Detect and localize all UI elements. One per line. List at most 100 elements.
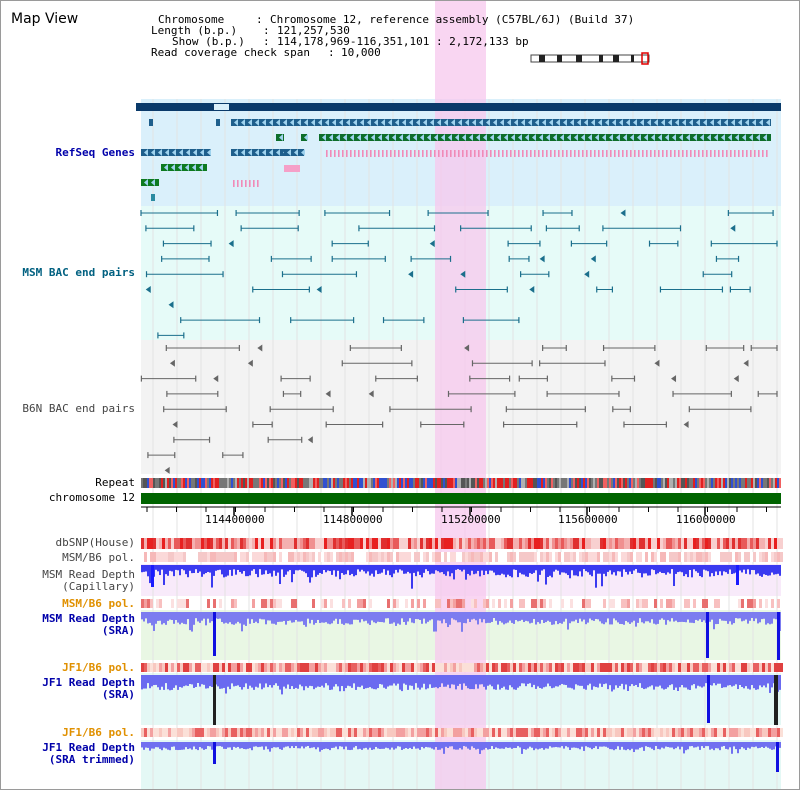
track-label-msm-read-sra[interactable]: MSM Read Depth (SRA) bbox=[42, 612, 135, 637]
refseq-exon-mark bbox=[666, 150, 668, 157]
msm-sra-depth bbox=[631, 612, 633, 623]
msm-capillary-depth bbox=[281, 565, 283, 570]
jf1-sra-depth bbox=[621, 675, 623, 684]
jf1-sra-depth bbox=[345, 675, 347, 689]
refseq-strand-arrow bbox=[651, 134, 655, 141]
msm-capillary-depth bbox=[553, 565, 555, 572]
track-label-b6n-bac[interactable]: B6N BAC end pairs bbox=[22, 402, 135, 415]
msm-b6-pol-cell bbox=[684, 552, 687, 562]
repeat-element bbox=[413, 478, 415, 488]
jf1-sra-depth bbox=[455, 675, 457, 690]
repeat-element bbox=[745, 478, 747, 488]
track-label-jf1-b6-pol-1[interactable]: JF1/B6 pol. bbox=[62, 661, 135, 674]
jf1-b6-pol2-cell bbox=[165, 728, 168, 737]
repeat-element bbox=[273, 478, 275, 488]
refseq-strand-arrow bbox=[165, 149, 169, 156]
msm-capillary-depth bbox=[219, 565, 221, 570]
track-label-dbsnp[interactable]: dbSNP(House) bbox=[55, 536, 135, 549]
dbsnp-cell bbox=[759, 538, 762, 549]
repeat-element bbox=[739, 478, 741, 488]
jf1-sra-depth bbox=[171, 675, 173, 690]
msm-b6-pol-cell bbox=[363, 552, 366, 562]
jf1-sra-depth bbox=[161, 675, 163, 687]
track-label-refseq-genes[interactable]: RefSeq Genes bbox=[55, 146, 135, 159]
msm-sra-depth bbox=[493, 612, 495, 619]
jf1-sra-depth bbox=[445, 675, 447, 687]
track-label-jf1-read-sra[interactable]: JF1 Read Depth (SRA) bbox=[42, 676, 135, 701]
jf1-sra-depth-spike bbox=[774, 675, 778, 725]
refseq-strand-arrow bbox=[329, 134, 333, 141]
repeat-element bbox=[581, 478, 583, 488]
repeat-element bbox=[207, 478, 209, 488]
jf1-b6-pol2-cell bbox=[525, 728, 528, 737]
jf1-sra-depth bbox=[287, 675, 289, 685]
dbsnp-cell bbox=[189, 538, 192, 549]
jf1-sra-depth bbox=[201, 675, 203, 685]
repeat-element bbox=[345, 478, 347, 488]
track-label-msm-b6-pol-2[interactable]: MSM/B6 pol. bbox=[62, 597, 135, 610]
jf1-trim-depth bbox=[469, 742, 471, 750]
msm-sra-depth bbox=[595, 612, 597, 619]
dbsnp-cell bbox=[375, 538, 378, 549]
msm-sra-depth bbox=[481, 612, 483, 623]
jf1-trim-depth-spike bbox=[213, 742, 216, 764]
jf1-trim-depth bbox=[581, 742, 583, 747]
jf1-b6-pol2-cell bbox=[570, 728, 573, 737]
dbsnp-cell bbox=[357, 538, 360, 549]
repeat-element bbox=[577, 478, 579, 488]
msm-b6-pol2-cell bbox=[705, 599, 708, 608]
track-label-jf1-b6-pol-2[interactable]: JF1/B6 pol. bbox=[62, 726, 135, 739]
jf1-trim-depth bbox=[741, 742, 743, 748]
msm-sra-depth bbox=[157, 612, 159, 621]
jf1-b6-pol-cell bbox=[192, 663, 195, 672]
msm-b6-pol2-cell bbox=[387, 599, 390, 608]
jf1-b6-pol-cell bbox=[399, 663, 402, 672]
jf1-b6-pol2-cell bbox=[288, 728, 291, 737]
refseq-strand-arrow bbox=[385, 134, 389, 141]
repeat-element bbox=[547, 478, 549, 488]
refseq-strand-arrow bbox=[553, 134, 557, 141]
jf1-sra-depth bbox=[525, 675, 527, 687]
msm-capillary-depth bbox=[529, 565, 531, 574]
jf1-trim-depth bbox=[499, 742, 501, 749]
msm-b6-pol2-cell bbox=[717, 599, 720, 608]
track-label-jf1-read-trimmed[interactable]: JF1 Read Depth (SRA trimmed) bbox=[42, 741, 135, 766]
msm-sra-depth bbox=[659, 612, 661, 620]
msm-sra-depth bbox=[291, 612, 293, 623]
jf1-trim-depth bbox=[671, 742, 673, 748]
track-label-repeat[interactable]: Repeat bbox=[95, 476, 135, 489]
msm-b6-pol-cell bbox=[435, 552, 438, 562]
repeat-element bbox=[341, 478, 343, 488]
track-label-msm-b6-pol-1[interactable]: MSM/B6 pol. bbox=[62, 551, 135, 564]
jf1-sra-depth bbox=[477, 675, 479, 689]
refseq-exon-mark bbox=[350, 150, 352, 157]
dbsnp-cell bbox=[198, 538, 201, 549]
msm-sra-depth bbox=[351, 612, 353, 625]
jf1-b6-pol-cell bbox=[186, 663, 189, 672]
jf1-b6-pol-cell bbox=[486, 663, 489, 672]
msm-b6-pol-cell bbox=[582, 552, 585, 562]
msm-sra-depth bbox=[399, 612, 401, 625]
refseq-strand-arrow bbox=[724, 119, 728, 126]
msm-sra-depth bbox=[321, 612, 323, 623]
refseq-strand-arrow bbox=[584, 119, 588, 126]
msm-sra-depth bbox=[389, 612, 391, 624]
msm-capillary-depth bbox=[339, 565, 341, 580]
track-label-msm-read-capillary[interactable]: MSM Read Depth (Capillary) bbox=[42, 568, 135, 593]
dbsnp-cell bbox=[555, 538, 558, 549]
jf1-b6-pol-cell bbox=[285, 663, 288, 672]
refseq-strand-arrow bbox=[756, 134, 760, 141]
refseq-exon-mark bbox=[378, 150, 380, 157]
repeat-element bbox=[259, 478, 261, 488]
msm-sra-depth bbox=[445, 612, 447, 624]
msm-capillary-depth bbox=[601, 565, 603, 587]
track-label-msm-bac[interactable]: MSM BAC end pairs bbox=[22, 266, 135, 279]
jf1-b6-pol2-cell bbox=[591, 728, 594, 737]
jf1-b6-pol2-cell bbox=[585, 728, 588, 737]
jf1-b6-pol2-cell bbox=[510, 728, 513, 737]
jf1-trim-depth bbox=[293, 742, 295, 749]
jf1-b6-pol2-cell bbox=[573, 728, 576, 737]
dbsnp-cell bbox=[204, 538, 207, 549]
jf1-trim-depth bbox=[181, 742, 183, 750]
